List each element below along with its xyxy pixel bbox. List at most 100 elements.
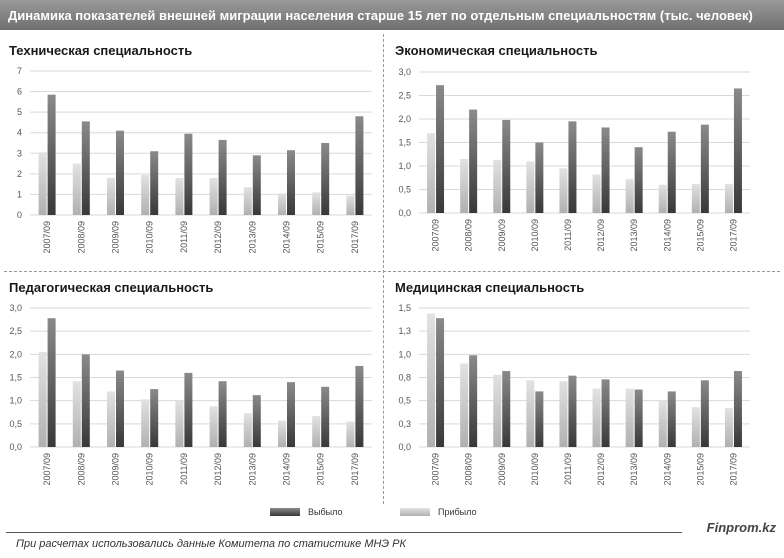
bar-departed — [355, 116, 364, 215]
bar-departed — [634, 147, 643, 213]
y-tick-label: 3 — [17, 148, 22, 158]
panel-title-pedagogical: Педагогическая специальность — [9, 280, 214, 295]
x-tick-label: 2012/09 — [213, 453, 223, 486]
bar-arrived — [658, 184, 667, 213]
x-tick-label: 2009/09 — [111, 221, 121, 254]
bar-departed — [502, 119, 511, 213]
bar-arrived — [175, 177, 184, 215]
x-tick-label: 2012/09 — [213, 221, 223, 254]
x-tick-label: 2014/09 — [282, 453, 292, 486]
legend-label-departed: Выбыло — [308, 507, 343, 517]
bar-departed — [184, 372, 193, 447]
bar-arrived — [209, 406, 218, 447]
bar-departed — [355, 365, 364, 447]
bar-arrived — [175, 400, 184, 447]
bar-departed — [218, 139, 227, 215]
x-tick-label: 2008/09 — [464, 219, 474, 252]
bar-departed — [116, 370, 124, 447]
bar-arrived — [346, 421, 355, 447]
y-tick-label: 2,0 — [398, 114, 411, 124]
bar-arrived — [346, 195, 355, 215]
bar-departed — [436, 85, 445, 213]
y-tick-label: 3,0 — [398, 67, 411, 77]
x-tick-label: 2013/09 — [629, 219, 639, 252]
bar-arrived — [312, 192, 321, 215]
bar-departed — [568, 375, 577, 447]
y-tick-label: 0,0 — [398, 208, 411, 218]
bar-arrived — [658, 400, 667, 447]
y-tick-label: 3,0 — [9, 303, 22, 313]
bar-arrived — [141, 174, 150, 215]
bar-arrived — [493, 374, 502, 447]
legend-item-departed: Выбыло — [270, 507, 342, 517]
brand-logo-text: Finprom.kz — [706, 520, 776, 535]
x-tick-label: 2010/09 — [530, 453, 540, 486]
bar-arrived — [691, 407, 700, 447]
y-tick-label: 0 — [17, 210, 22, 220]
chart-header: Динамика показателей внешней миграции на… — [0, 0, 784, 30]
y-tick-label: 0,8 — [398, 373, 411, 383]
bar-arrived — [625, 179, 634, 213]
header-title: Динамика показателей внешней миграции на… — [8, 7, 753, 23]
x-tick-label: 2007/09 — [431, 219, 441, 252]
y-tick-label: 7 — [17, 66, 22, 76]
bar-arrived — [592, 174, 601, 213]
bar-departed — [184, 133, 193, 215]
legend-swatch-arrived — [400, 508, 430, 516]
y-tick-label: 1,5 — [398, 303, 411, 313]
bar-arrived — [107, 177, 115, 215]
bar-arrived — [460, 363, 469, 447]
y-tick-label: 1,5 — [398, 138, 411, 148]
y-tick-label: 5 — [17, 107, 22, 117]
y-tick-label: 0,3 — [398, 419, 411, 429]
bar-departed — [667, 391, 676, 447]
bar-departed — [700, 380, 709, 447]
bar-arrived — [72, 163, 81, 215]
x-tick-label: 2015/09 — [316, 221, 326, 254]
y-tick-label: 2,5 — [398, 91, 411, 101]
bar-departed — [667, 131, 676, 213]
x-tick-label: 2017/09 — [350, 221, 360, 254]
bar-departed — [81, 121, 90, 215]
y-tick-label: 1 — [17, 189, 22, 199]
bar-departed — [321, 143, 330, 215]
bar-departed — [469, 109, 478, 213]
bar-arrived — [559, 381, 568, 447]
bar-arrived — [278, 420, 286, 447]
bar-departed — [700, 124, 709, 213]
x-tick-label: 2011/09 — [563, 453, 573, 485]
legend-item-arrived: Прибыло — [400, 507, 476, 517]
bar-departed — [81, 354, 90, 447]
x-tick-label: 2009/09 — [111, 453, 121, 486]
bar-departed — [502, 371, 511, 447]
x-tick-label: 2007/09 — [42, 221, 52, 254]
bar-departed — [601, 379, 610, 447]
bar-arrived — [493, 159, 502, 213]
chart-medical: 0,0 0,3 0,5 0,8 1,0 1,3 1,5 2007/09 2008/09 2009/… — [398, 303, 750, 486]
y-tick-label: 2,5 — [9, 326, 22, 336]
bar-departed — [601, 127, 610, 213]
vertical-divider — [383, 34, 384, 504]
x-tick-label: 2012/09 — [596, 219, 606, 252]
y-tick-label: 0,5 — [398, 185, 411, 195]
bar-arrived — [724, 183, 733, 213]
x-tick-label: 2013/09 — [247, 221, 257, 254]
y-tick-label: 1,0 — [398, 349, 411, 359]
panel-title-economic: Экономическая специальность — [395, 43, 598, 58]
bar-departed — [634, 389, 643, 447]
x-tick-label: 2008/09 — [76, 453, 86, 486]
bar-arrived — [141, 399, 150, 447]
x-tick-label: 2013/09 — [247, 453, 257, 486]
bar-departed — [469, 355, 478, 447]
y-tick-label: 0,5 — [9, 419, 22, 429]
bar-departed — [733, 371, 742, 447]
y-tick-label: 0,0 — [9, 442, 22, 452]
bar-departed — [252, 155, 261, 215]
panel-title-medical: Медицинская специальность — [395, 280, 585, 295]
bar-departed — [568, 121, 577, 213]
bar-arrived — [724, 408, 733, 447]
legend: Выбыло Прибыло — [0, 507, 784, 521]
x-tick-label: 2015/09 — [695, 219, 705, 252]
bar-departed — [733, 88, 742, 213]
bar-arrived — [312, 415, 321, 447]
